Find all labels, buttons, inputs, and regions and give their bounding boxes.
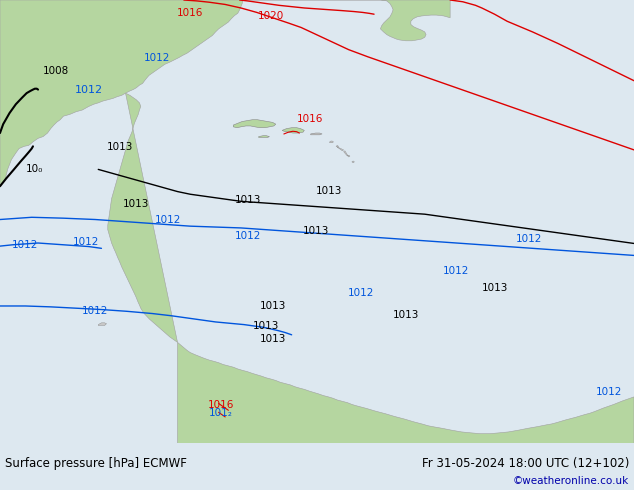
Text: 1013: 1013 bbox=[107, 142, 134, 152]
Polygon shape bbox=[233, 120, 276, 128]
Text: 1012: 1012 bbox=[82, 306, 108, 317]
Text: 10₀: 10₀ bbox=[25, 164, 42, 173]
Text: 1013: 1013 bbox=[392, 310, 419, 320]
Text: 1012: 1012 bbox=[443, 266, 470, 275]
Polygon shape bbox=[336, 146, 344, 151]
Text: 1016: 1016 bbox=[297, 114, 323, 124]
Text: 1016: 1016 bbox=[207, 400, 234, 410]
Polygon shape bbox=[243, 0, 450, 41]
Text: 1012: 1012 bbox=[11, 240, 38, 250]
Text: 1013: 1013 bbox=[235, 195, 261, 204]
Text: 1013: 1013 bbox=[253, 321, 280, 331]
Text: 1012: 1012 bbox=[348, 288, 375, 298]
Text: ©weatheronline.co.uk: ©weatheronline.co.uk bbox=[513, 476, 629, 486]
Text: 1012: 1012 bbox=[75, 85, 103, 95]
Text: 1016: 1016 bbox=[177, 8, 204, 18]
Text: 1013: 1013 bbox=[259, 301, 286, 311]
Polygon shape bbox=[352, 161, 354, 163]
Polygon shape bbox=[178, 343, 634, 443]
Polygon shape bbox=[311, 133, 322, 135]
Text: 1012: 1012 bbox=[144, 52, 171, 63]
Text: 1013: 1013 bbox=[123, 199, 150, 209]
Text: Surface pressure [hPa] ECMWF: Surface pressure [hPa] ECMWF bbox=[5, 457, 187, 469]
Polygon shape bbox=[108, 93, 178, 343]
Text: Fr 31-05-2024 18:00 UTC (12+102): Fr 31-05-2024 18:00 UTC (12+102) bbox=[422, 457, 629, 469]
Text: 1013: 1013 bbox=[316, 186, 342, 196]
Polygon shape bbox=[0, 0, 243, 186]
Polygon shape bbox=[282, 128, 304, 133]
Text: 1012: 1012 bbox=[595, 388, 622, 397]
Text: 1020: 1020 bbox=[258, 10, 285, 21]
Text: 1013: 1013 bbox=[302, 225, 329, 236]
Text: 1012: 1012 bbox=[72, 237, 99, 246]
Polygon shape bbox=[259, 136, 269, 138]
Polygon shape bbox=[344, 151, 350, 157]
Polygon shape bbox=[98, 323, 107, 325]
Text: 1012: 1012 bbox=[155, 215, 181, 224]
Text: 101₂: 101₂ bbox=[209, 408, 233, 418]
Polygon shape bbox=[330, 141, 333, 143]
Text: 1012: 1012 bbox=[516, 234, 543, 245]
Text: 1013: 1013 bbox=[481, 283, 508, 293]
Text: 1013: 1013 bbox=[259, 334, 286, 344]
Text: 1012: 1012 bbox=[235, 231, 261, 241]
Text: 1008: 1008 bbox=[43, 66, 69, 76]
